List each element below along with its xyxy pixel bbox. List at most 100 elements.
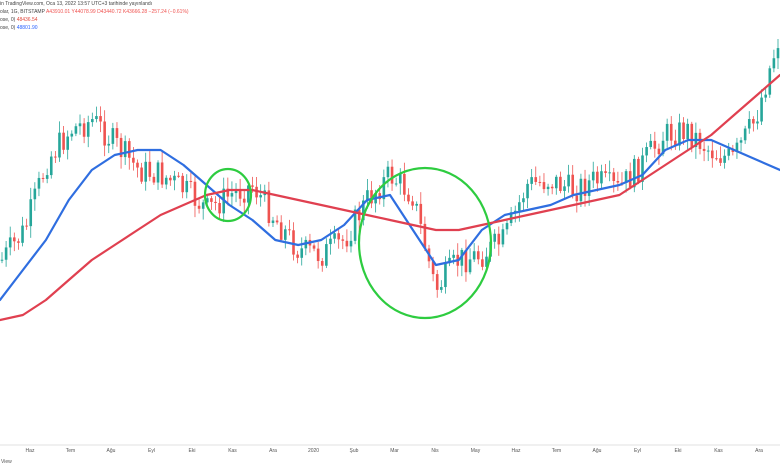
candle-body [632,158,636,188]
ma1-value: 48436.54 [16,17,38,23]
candle-body [152,176,156,183]
candle-body [522,198,525,203]
ma-fast-line [0,138,780,302]
candle-body [760,97,763,122]
x-tick-label: Ağu [593,448,602,454]
candle-body [111,128,115,144]
candle-body [189,180,193,182]
x-tick-label: Eki [189,448,196,454]
candle-body [711,150,714,159]
candle-body [99,116,102,122]
candle-body [591,171,595,181]
candle-body [575,195,579,202]
change-value: −257.24 (−0.61%) [148,9,189,15]
candle-body [772,58,776,69]
candle-body [674,140,677,146]
candle-body [33,188,37,200]
candle-body [74,126,78,134]
candle-body [17,241,20,243]
candle-body [768,68,772,95]
candle-body [115,128,119,138]
candle-body [173,175,176,181]
candle-body [226,188,230,197]
candle-body [460,249,464,266]
candle-body [448,257,451,264]
candle-body [505,223,509,230]
candle-body [497,233,501,245]
candle-body [325,244,328,266]
candle-body [600,171,603,184]
candle-body [214,201,217,203]
candle-body [690,123,694,148]
candle-body [604,171,607,173]
high-value: Y44078.99 [71,9,96,15]
candle-body [735,142,739,152]
candle-body [419,203,423,224]
x-tick-label: Tem [66,448,75,454]
candle-body [641,155,644,182]
candle-body [468,259,472,273]
candle-body [136,162,139,168]
candle-body [210,198,213,202]
candle-body [29,199,33,227]
candle-body [567,174,570,187]
ma1-line: ose, 0) 48436.54 [0,16,189,24]
candle-body [444,263,447,288]
candle-body [148,161,152,177]
candle-body [4,247,8,260]
candle-body [357,209,361,221]
candle-body [284,229,287,240]
candle-body [579,178,583,202]
candle-body [682,122,685,140]
candle-body [205,198,209,203]
candle-body [411,201,414,206]
candle-body [181,175,184,193]
candle-body [13,237,16,242]
candle-body [144,161,148,182]
x-tick-label: Kas [714,448,723,454]
candle-body [78,123,82,127]
candle-body [271,220,275,223]
ma2-line: ose, 0) 48801.90 [0,24,189,32]
candle-body [329,238,332,245]
candle-body [415,203,418,206]
candle-body [62,132,65,150]
candle-body [251,185,254,187]
candle-body [333,233,336,239]
candle-body [8,237,12,248]
candle-body [201,202,205,209]
candle-body [665,123,669,141]
candle-body [435,274,439,290]
candle-body [193,181,197,206]
candle-body [259,195,262,198]
close-value: K43666.28 [122,9,148,15]
candle-body [58,132,61,158]
candle-body [185,180,189,193]
candle-body [279,222,283,240]
candle-body [54,156,57,158]
candle-body [583,178,587,196]
x-tick-label: Ara [269,448,277,454]
candle-body [559,176,562,191]
candle-body [177,175,180,177]
candle-body [513,210,517,213]
candle-body [275,220,279,223]
candle-body [66,136,69,150]
candle-body [316,248,320,262]
candle-body [526,183,529,199]
candle-body [238,190,242,199]
candle-body [702,148,706,151]
candle-body [518,202,521,211]
candle-body [234,190,238,194]
candle-body [320,261,324,266]
candle-body [534,177,538,182]
candle-body [127,141,131,158]
x-tick-label: Nis [431,448,439,454]
candle-body [140,167,143,182]
candle-body [485,256,488,267]
x-tick-label: Eyl [148,448,155,454]
candle-body [571,174,575,196]
candle-body [242,198,246,203]
